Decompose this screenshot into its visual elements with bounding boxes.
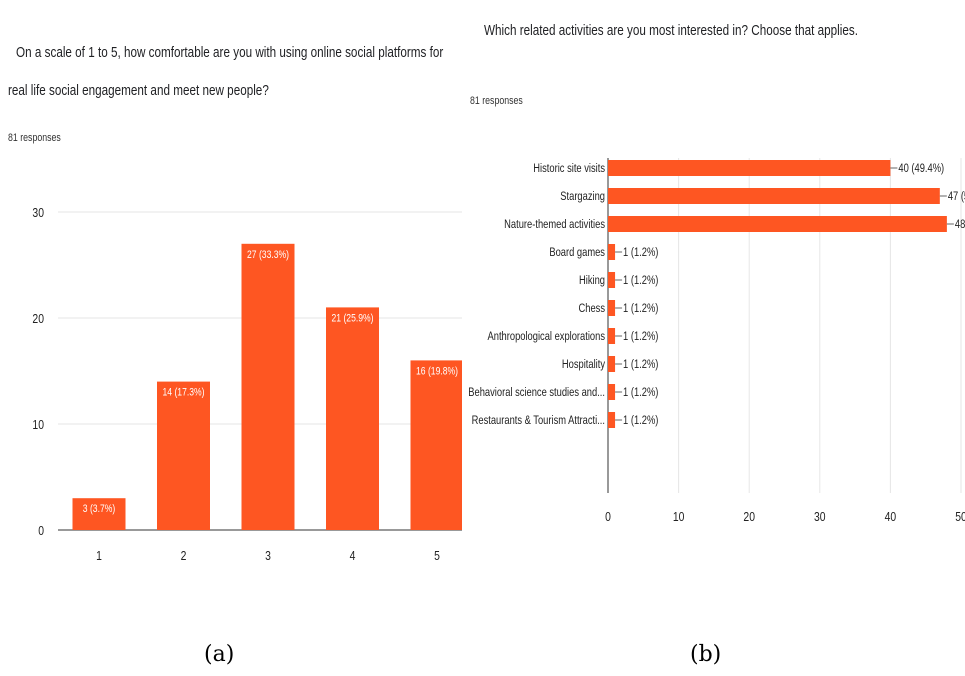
y-tick-label: 30 — [32, 206, 44, 220]
bar-data-label: 16 (19.8%) — [416, 365, 458, 377]
x-tick-label: 1 — [96, 549, 102, 563]
y-tick-label: 20 — [32, 312, 44, 326]
category-label: Chess — [578, 302, 605, 315]
bar — [410, 360, 462, 530]
bar — [157, 381, 210, 530]
bar — [608, 384, 616, 400]
category-label: Hospitality — [562, 358, 606, 371]
bar-data-label: 1 (1.2%) — [623, 414, 658, 427]
chart-panel-b: Which related activities are you most in… — [462, 0, 965, 600]
bar — [608, 356, 616, 372]
bar-data-label: 1 (1.2%) — [623, 302, 658, 315]
caption-b: (b) — [690, 642, 722, 667]
question-title-line2: real life social engagement and meet new… — [8, 82, 269, 99]
category-label: Hiking — [579, 274, 605, 287]
question-title: Which related activities are you most in… — [484, 22, 858, 39]
bar — [608, 300, 616, 316]
x-tick-label: 20 — [743, 510, 755, 524]
bar-data-label: 21 (25.9%) — [332, 312, 374, 324]
bar-data-label: 40 (49.4%) — [898, 162, 944, 175]
question-title-line1: On a scale of 1 to 5, how comfortable ar… — [16, 44, 444, 61]
category-label: Stargazing — [560, 190, 605, 203]
bar — [608, 216, 947, 232]
bar — [608, 412, 616, 428]
responses-count: 81 responses — [470, 95, 523, 107]
bar-data-label: 1 (1.2%) — [623, 274, 658, 287]
x-tick-label: 0 — [605, 510, 611, 524]
bar — [72, 498, 126, 530]
y-tick-label: 10 — [32, 418, 44, 432]
bar — [608, 328, 616, 344]
y-tick-label: 0 — [38, 524, 44, 538]
bar-data-label: 47 (58%) — [948, 190, 965, 203]
bar-data-label: 27 (33.3%) — [247, 249, 289, 261]
chart-panel-a: On a scale of 1 to 5, how comfortable ar… — [0, 0, 462, 600]
caption-a: (a) — [204, 642, 235, 667]
bar-data-label: 1 (1.2%) — [623, 358, 658, 371]
x-tick-label: 40 — [885, 510, 897, 524]
category-label: Historic site visits — [533, 162, 605, 175]
x-tick-label: 30 — [814, 510, 826, 524]
bar-data-label: 3 (3.7%) — [83, 503, 115, 515]
category-label: Board games — [549, 246, 605, 259]
x-tick-label: 3 — [265, 549, 271, 563]
bar-data-label: 1 (1.2%) — [623, 386, 658, 399]
category-label: Anthropological explorations — [488, 330, 605, 343]
category-label: Nature-themed activities — [504, 218, 605, 231]
x-tick-label: 50 — [955, 510, 965, 524]
bar — [608, 160, 891, 176]
horizontal-bar-chart: 0 10 20 30 40 50 Historic site visits 40 (49.4%… — [468, 158, 965, 524]
responses-count: 81 responses — [8, 132, 61, 144]
bar-data-label: 1 (1.2%) — [623, 246, 658, 259]
x-tick-label: 4 — [350, 549, 356, 563]
bar-data-label: 14 (17.3%) — [163, 387, 205, 399]
bar — [241, 243, 295, 531]
bar — [326, 307, 379, 530]
vertical-bar-chart: 0 10 20 30 3 (3.7%) 1 14 (17.3%) 2 27 (33.3%) 3 21… — [32, 206, 462, 563]
x-tick-label: 2 — [181, 549, 187, 563]
x-tick-label: 10 — [673, 510, 685, 524]
bar — [608, 272, 616, 288]
x-tick-label: 5 — [434, 549, 440, 563]
category-label: Restaurants & Tourism Attracti... — [472, 414, 605, 427]
bar-data-label: 1 (1.2%) — [623, 330, 658, 343]
bar-data-label: 48 (59.3%) — [955, 218, 965, 231]
bar — [608, 188, 940, 204]
category-label: Behavioral science studies and... — [468, 386, 605, 399]
bar — [608, 244, 616, 260]
